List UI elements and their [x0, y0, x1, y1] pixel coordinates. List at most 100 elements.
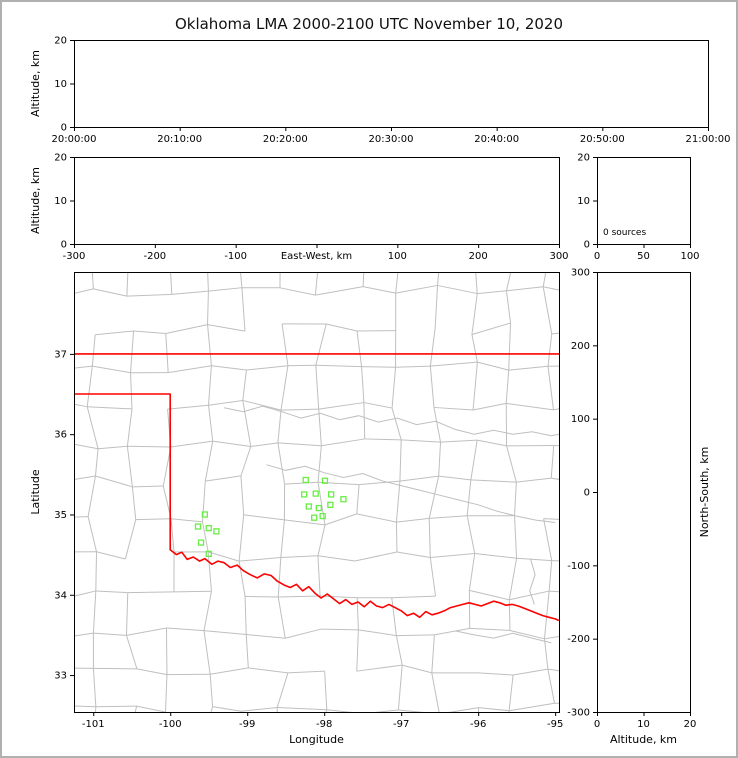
tick-label: -300 [567, 708, 590, 719]
county-line [320, 595, 358, 599]
county-line [277, 707, 327, 711]
tick-label: 100 [388, 251, 407, 262]
county-line [87, 516, 97, 552]
county-line [471, 293, 478, 335]
tick-label: -95 [547, 719, 563, 730]
county-line [620, 324, 631, 361]
county-line [438, 475, 471, 481]
county-line [428, 476, 440, 519]
lma-station-marker [302, 476, 309, 484]
county-line [74, 365, 93, 369]
county-line [356, 513, 397, 523]
county-line [250, 442, 278, 448]
river-line [454, 630, 552, 644]
tick-label: 200 [469, 251, 488, 262]
county-line [583, 753, 584, 756]
county-line [52, 518, 55, 552]
tick-label: 20:30:00 [369, 134, 414, 145]
county-line [92, 365, 131, 374]
county-line [168, 365, 212, 374]
panel-ns_height: 0 10 20 Altitude, km -300 -200 -100 0 100 200 300 N… [567, 268, 711, 747]
county-line [356, 629, 359, 672]
lma-station-marker [311, 514, 318, 521]
x-axis-label: Longitude [289, 733, 344, 746]
county-line [374, 709, 399, 712]
county-line [277, 410, 282, 443]
tick-label: -101 [82, 719, 105, 730]
tick-label: -100 [567, 561, 590, 572]
county-line [246, 752, 248, 756]
county-line [317, 555, 356, 562]
county-line [542, 286, 553, 334]
county-line [544, 635, 559, 640]
county-line [514, 515, 518, 559]
county-line [505, 290, 512, 324]
county-line [584, 746, 620, 753]
county-line [95, 590, 128, 594]
lma-station-marker [213, 528, 220, 535]
county-line [363, 402, 366, 439]
county-line [125, 592, 129, 636]
county-line [277, 596, 286, 639]
county-line [622, 250, 628, 286]
county-line [208, 365, 212, 406]
county-line [620, 401, 623, 445]
chart-title: Oklahoma LMA 2000-2100 UTC November 10, … [174, 15, 564, 33]
county-line [203, 630, 211, 675]
county-line [277, 442, 286, 485]
county-line [246, 365, 288, 371]
county-line [49, 324, 50, 370]
county-line [277, 746, 287, 756]
county-line [136, 668, 168, 676]
county-line [74, 705, 96, 708]
county-line [208, 399, 243, 406]
tick-label: -98 [316, 719, 332, 730]
county-line [132, 485, 164, 488]
county-line [207, 324, 246, 332]
county-line [208, 287, 242, 292]
county-line [588, 485, 630, 487]
county-line [324, 671, 328, 710]
county-line [278, 595, 321, 598]
county-line [472, 402, 507, 411]
county-line [95, 330, 134, 336]
county-line [477, 361, 509, 371]
county-line [433, 406, 474, 411]
tick-label: -97 [393, 719, 409, 730]
county-line [363, 402, 393, 409]
county-line [395, 272, 399, 294]
county-line [171, 290, 209, 295]
county-boundaries [49, 250, 631, 756]
county-line [551, 477, 559, 480]
county-line [553, 748, 555, 756]
county-line [96, 551, 126, 560]
county-line [202, 745, 247, 752]
county-line [391, 597, 397, 636]
county-line [126, 627, 167, 636]
panel-frame [74, 40, 709, 128]
tick-label: 20 [54, 36, 67, 47]
county-line [86, 366, 93, 407]
county-line [553, 445, 559, 447]
county-line [506, 445, 517, 483]
county-line [509, 590, 550, 601]
tick-label: 37 [54, 349, 67, 360]
tick-label: 35 [54, 510, 67, 521]
county-line [74, 590, 96, 597]
county-line [478, 707, 510, 712]
county-line [356, 714, 363, 743]
county-line [277, 557, 282, 598]
county-line [285, 628, 322, 639]
county-line [315, 365, 320, 410]
lma-station-marker [312, 490, 319, 497]
county-line [240, 711, 242, 712]
county-line [201, 521, 209, 552]
tick-label: 200 [571, 341, 590, 352]
lma-station-marker [327, 491, 335, 498]
county-line [472, 362, 478, 411]
county-line [207, 291, 209, 325]
county-line [126, 293, 172, 297]
county-line [584, 703, 629, 707]
county-line [127, 744, 132, 756]
county-line [356, 330, 363, 367]
